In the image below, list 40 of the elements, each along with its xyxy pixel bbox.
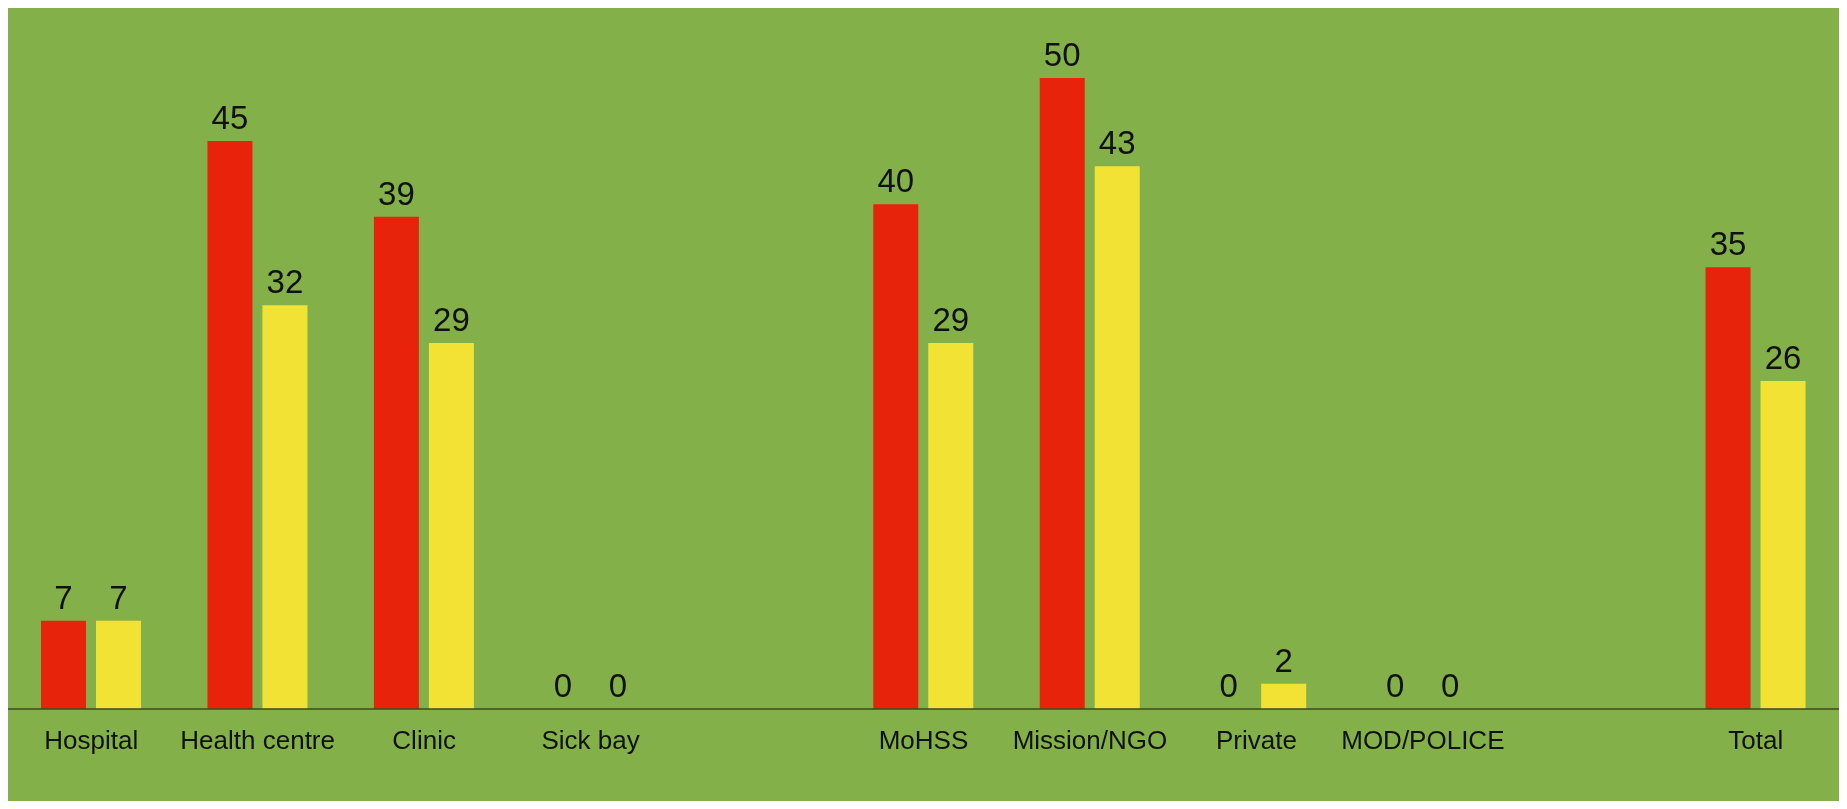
data-label: 35 bbox=[1709, 225, 1747, 263]
x-tick-label: Hospital bbox=[44, 725, 139, 756]
bar bbox=[1261, 683, 1307, 709]
bar bbox=[262, 305, 308, 709]
data-label: 40 bbox=[877, 162, 915, 200]
bar bbox=[928, 343, 974, 709]
bar bbox=[41, 620, 86, 709]
bar bbox=[1705, 267, 1751, 709]
data-label: 2 bbox=[1274, 641, 1293, 679]
data-label: 0 bbox=[553, 666, 573, 704]
data-label: 7 bbox=[54, 578, 73, 616]
bar bbox=[96, 620, 141, 709]
x-tick-label: Clinic bbox=[392, 725, 456, 756]
data-label: 0 bbox=[1440, 666, 1460, 704]
x-tick-label: Mission/NGO bbox=[1012, 725, 1168, 756]
x-tick-label: Health centre bbox=[180, 725, 336, 756]
data-label: 29 bbox=[433, 301, 470, 339]
x-tick-label: MOD/POLICE bbox=[1341, 725, 1505, 756]
data-label: 0 bbox=[1219, 666, 1238, 704]
data-label: 26 bbox=[1764, 338, 1802, 376]
data-label: 32 bbox=[266, 263, 304, 301]
bar bbox=[428, 343, 474, 709]
x-tick-label: Sick bay bbox=[541, 725, 640, 756]
data-label: 45 bbox=[211, 99, 249, 137]
bar bbox=[873, 204, 919, 709]
x-tick-label: MoHSS bbox=[878, 725, 969, 756]
data-label: 43 bbox=[1098, 124, 1136, 162]
bar bbox=[1094, 166, 1140, 709]
bar bbox=[1039, 78, 1085, 709]
data-label: 50 bbox=[1043, 36, 1081, 73]
bar bbox=[373, 216, 419, 709]
data-label: 0 bbox=[608, 666, 628, 704]
data-label: 39 bbox=[378, 174, 415, 212]
data-label: 0 bbox=[1385, 666, 1405, 704]
data-label: 7 bbox=[109, 578, 128, 616]
bar bbox=[1760, 380, 1806, 709]
x-tick-label: Private bbox=[1215, 725, 1297, 756]
data-label: 29 bbox=[932, 301, 970, 339]
x-tick-label: Total bbox=[1728, 725, 1784, 756]
bar bbox=[207, 141, 253, 709]
